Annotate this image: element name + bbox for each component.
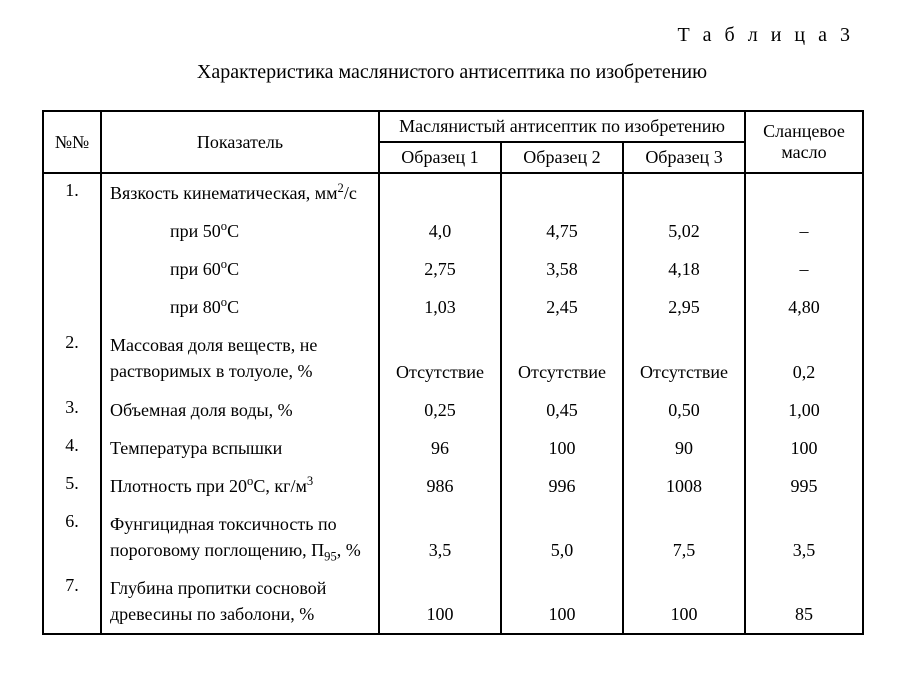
col-header-param: Показатель (101, 111, 379, 173)
parameter-name: Глубина пропитки сосновой древесины по з… (101, 569, 379, 634)
value-cell: 85 (745, 569, 863, 634)
value-cell: 3,58 (501, 250, 623, 288)
value-cell: 1,00 (745, 391, 863, 429)
table-row: 7.Глубина пропитки сосновой древесины по… (43, 569, 863, 634)
value-cell: 4,75 (501, 212, 623, 250)
parameter-name: Температура вспышки (101, 429, 379, 467)
value-cell: 4,18 (623, 250, 745, 288)
value-cell (623, 173, 745, 212)
value-cell: 986 (379, 467, 501, 505)
value-cell: 100 (623, 569, 745, 634)
value-cell: – (745, 212, 863, 250)
value-cell: Отсутствие (501, 326, 623, 390)
col-header-sample-2: Образец 2 (501, 142, 623, 173)
value-cell: 100 (379, 569, 501, 634)
parameter-name: Плотность при 20оС, кг/м3 (101, 467, 379, 505)
value-cell: Отсутствие (623, 326, 745, 390)
table-row: при 50оС4,04,755,02– (43, 212, 863, 250)
parameter-name: при 80оС (101, 288, 379, 326)
parameter-name: Массовая доля веществ, не растворимых в … (101, 326, 379, 390)
table-label: Т а б л и ц а 3 (42, 24, 854, 47)
row-number: 5. (43, 467, 101, 505)
col-header-sample-3: Образец 3 (623, 142, 745, 173)
value-cell: Отсутствие (379, 326, 501, 390)
row-number (43, 212, 101, 250)
value-cell: 2,75 (379, 250, 501, 288)
value-cell: 96 (379, 429, 501, 467)
value-cell: 100 (745, 429, 863, 467)
value-cell: 7,5 (623, 505, 745, 569)
value-cell: 100 (501, 429, 623, 467)
value-cell: 2,95 (623, 288, 745, 326)
value-cell: 90 (623, 429, 745, 467)
table-row: при 60оС2,753,584,18– (43, 250, 863, 288)
col-header-group: Маслянистый антисептик по изобретению (379, 111, 745, 142)
table-row: 4.Температура вспышки9610090100 (43, 429, 863, 467)
table-row: 3.Объемная доля воды, %0,250,450,501,00 (43, 391, 863, 429)
value-cell: 4,0 (379, 212, 501, 250)
value-cell: 1008 (623, 467, 745, 505)
row-number: 2. (43, 326, 101, 390)
col-header-sample-1: Образец 1 (379, 142, 501, 173)
value-cell: 100 (501, 569, 623, 634)
table-row: при 80оС1,032,452,954,80 (43, 288, 863, 326)
table-body: 1.Вязкость кинематическая, мм2/спри 50оС… (43, 173, 863, 634)
row-number: 1. (43, 173, 101, 212)
value-cell: 2,45 (501, 288, 623, 326)
value-cell: 0,2 (745, 326, 863, 390)
parameter-name: при 60оС (101, 250, 379, 288)
value-cell: 996 (501, 467, 623, 505)
row-number: 6. (43, 505, 101, 569)
table-row: 5.Плотность при 20оС, кг/м39869961008995 (43, 467, 863, 505)
value-cell: 3,5 (745, 505, 863, 569)
table-title: Характеристика маслянистого антисептика … (42, 61, 862, 84)
parameter-name: при 50оС (101, 212, 379, 250)
value-cell (745, 173, 863, 212)
table-row: 6.Фунгицидная токсичность по пороговому … (43, 505, 863, 569)
value-cell: 995 (745, 467, 863, 505)
value-cell: 5,02 (623, 212, 745, 250)
parameter-name: Вязкость кинематическая, мм2/с (101, 173, 379, 212)
value-cell: 0,50 (623, 391, 745, 429)
value-cell: 0,45 (501, 391, 623, 429)
value-cell (501, 173, 623, 212)
row-number (43, 288, 101, 326)
row-number: 4. (43, 429, 101, 467)
value-cell: 5,0 (501, 505, 623, 569)
value-cell: 1,03 (379, 288, 501, 326)
characteristics-table: №№ Показатель Маслянистый антисептик по … (42, 110, 864, 635)
value-cell (379, 173, 501, 212)
col-header-num: №№ (43, 111, 101, 173)
parameter-name: Фунгицидная токсичность по пороговому по… (101, 505, 379, 569)
row-number: 3. (43, 391, 101, 429)
parameter-name: Объемная доля воды, % (101, 391, 379, 429)
table-row: 1.Вязкость кинематическая, мм2/с (43, 173, 863, 212)
value-cell: 3,5 (379, 505, 501, 569)
col-header-shale: Сланцевое масло (745, 111, 863, 173)
value-cell: – (745, 250, 863, 288)
table-row: 2.Массовая доля веществ, не растворимых … (43, 326, 863, 390)
value-cell: 4,80 (745, 288, 863, 326)
row-number: 7. (43, 569, 101, 634)
row-number (43, 250, 101, 288)
value-cell: 0,25 (379, 391, 501, 429)
